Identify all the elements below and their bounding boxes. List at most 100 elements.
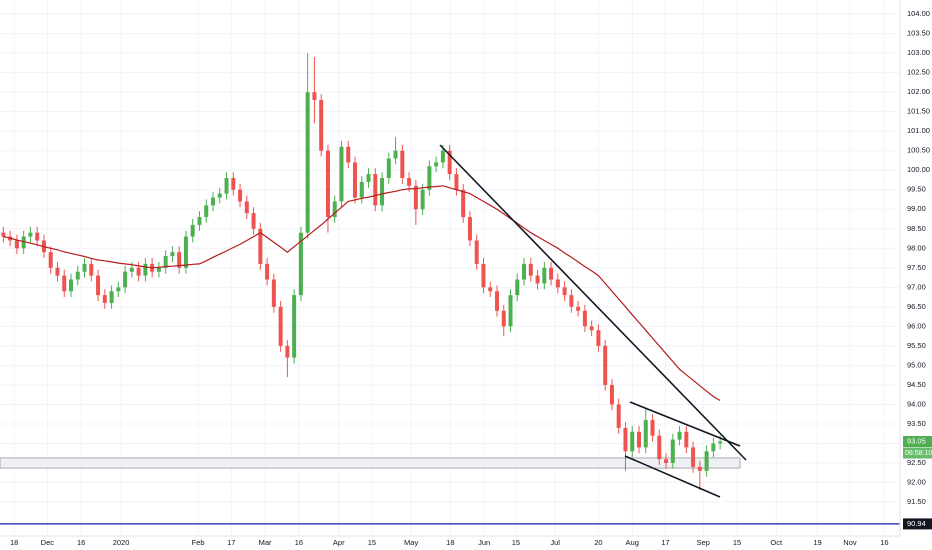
x-tick-label: 16 [880,538,888,547]
y-tick-label: 94.00 [907,399,926,408]
candle-body [704,451,709,471]
axes: 91.5092.0092.5093.0093.5094.0094.5095.00… [10,9,930,547]
candle-body [657,435,662,460]
candle-body [488,287,493,292]
candle-body [332,201,337,218]
x-tick-label: Apr [333,538,345,547]
y-tick-label: 102.50 [907,68,930,77]
candle-body [305,92,310,233]
zone-layer [0,457,741,469]
candle-body [420,189,425,210]
candle-body [278,306,283,346]
candle-body [366,174,371,182]
candle-body [630,431,635,452]
candle-body [596,330,601,346]
y-tick-label: 98.00 [907,243,926,252]
y-tick-label: 95.50 [907,341,926,350]
candle-body [582,310,587,327]
candle-body [718,441,723,444]
candle-body [535,275,540,284]
last-price-label: 93.05 [907,437,926,446]
x-tick-label: Nov [843,538,857,547]
candle-body [35,232,40,241]
candle-body [163,256,168,268]
x-tick-label: 18 [10,538,18,547]
candle-body [508,295,513,327]
candle-body [238,189,243,202]
candle-body [664,459,669,463]
candle-body [454,174,459,190]
trend-line [439,144,747,461]
y-tick-label: 94.50 [907,380,926,389]
candle-body [62,275,67,292]
price-level-label: 90.94 [907,519,926,528]
channel-top [629,401,741,447]
candle-body [298,232,303,296]
y-tick-label: 104.00 [907,9,930,18]
candle-body [623,427,628,452]
candle-body [319,99,324,151]
candle-body [603,345,608,385]
candle-body [413,185,418,210]
y-tick-label: 95.00 [907,360,926,369]
y-tick-label: 100.50 [907,146,930,155]
x-tick-label: Jun [478,538,490,547]
candle-body [691,447,696,467]
candle-body [711,443,716,452]
candle-body [285,345,290,358]
x-tick-label: 17 [661,538,669,547]
x-tick-label: 15 [512,538,520,547]
candle-body [89,263,94,276]
candle-body [129,267,134,272]
candle-body [589,326,594,331]
x-tick-label: Dec [41,538,55,547]
candle-body [109,291,114,303]
candle-body [312,92,317,100]
candle-body [251,213,256,229]
candle-body [96,275,101,296]
candle-body [380,178,385,206]
candle-body [434,162,439,167]
candle-body [55,267,60,276]
candle-body [677,431,682,440]
candle-body [265,263,270,280]
candle-body [447,150,452,175]
y-tick-label: 96.00 [907,321,926,330]
candle-body [231,178,236,190]
y-tick-label: 91.50 [907,497,926,506]
candle-body [697,466,702,471]
candle-body [359,181,364,198]
candle-body [224,178,229,194]
candle-body [339,146,344,202]
y-tick-label: 103.50 [907,29,930,38]
badges: 90.94 93.05 06:58:10 [903,436,932,530]
candle-body [643,420,648,448]
candle-body [542,267,547,284]
candle-body [82,263,87,272]
candle-body [569,295,574,307]
y-tick-label: 92.50 [907,458,926,467]
x-tick-label: Aug [626,538,639,547]
x-tick-label: 20 [594,538,602,547]
channel-bottom [624,455,721,498]
candle-body [258,228,263,264]
candle-body [28,232,33,237]
y-tick-label: 92.00 [907,478,926,487]
candle-body [116,287,121,292]
candle-body [352,162,357,198]
candle-body [609,384,614,405]
candle-body [156,267,161,272]
candle-body [474,240,479,264]
y-tick-label: 103.00 [907,48,930,57]
candle-body [400,150,405,179]
y-tick-label: 96.50 [907,302,926,311]
candle-body [217,193,222,198]
candle-body [427,166,432,190]
y-tick-label: 97.00 [907,282,926,291]
candles [1,53,723,491]
candle-body [373,174,378,206]
candle-body [143,263,148,276]
y-tick-label: 97.50 [907,263,926,272]
x-tick-label: Sep [697,538,710,547]
candle-body [481,263,486,288]
